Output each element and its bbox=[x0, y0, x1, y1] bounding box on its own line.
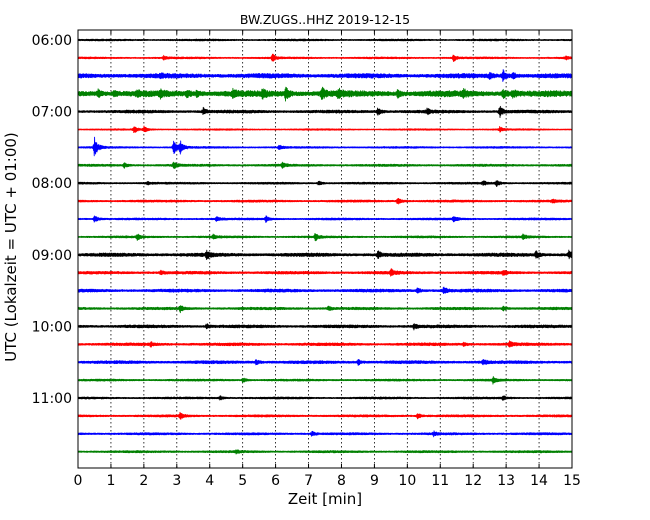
grid-lines bbox=[110, 30, 540, 468]
trace-0630 bbox=[77, 69, 573, 82]
trace-1030 bbox=[77, 358, 573, 366]
trace-0915 bbox=[77, 268, 573, 277]
trace-1045 bbox=[77, 376, 573, 385]
x-tick-label: 13 bbox=[497, 473, 515, 489]
x-tick-label: 3 bbox=[172, 473, 181, 489]
x-tick-label: 7 bbox=[304, 473, 313, 489]
y-tick-label: 11:00 bbox=[32, 391, 72, 407]
chart-title: BW.ZUGS..HHZ 2019-12-15 bbox=[240, 12, 410, 27]
trace-0945 bbox=[77, 305, 573, 314]
trace-1115 bbox=[77, 411, 573, 420]
x-tick-label: 2 bbox=[139, 473, 148, 489]
trace-0830 bbox=[77, 215, 573, 223]
x-tick-label: 9 bbox=[370, 473, 379, 489]
x-tick-label: 4 bbox=[205, 473, 214, 489]
trace-1130 bbox=[77, 430, 573, 438]
x-tick-label: 15 bbox=[563, 473, 581, 489]
y-tick-label: 10:00 bbox=[32, 319, 72, 335]
trace-0715 bbox=[77, 125, 573, 134]
y-axis-label: UTC (Lokalzeit = UTC + 01:00) bbox=[2, 132, 20, 362]
x-tick-label: 1 bbox=[106, 473, 115, 489]
y-axis-ticks: 06:00 07:00 08:00 09:00 10:00 11:00 bbox=[32, 33, 572, 407]
y-tick-label: 07:00 bbox=[32, 105, 72, 121]
x-axis-ticks: 0 1 2 3 4 5 6 7 8 9 10 11 12 13 14 15 bbox=[74, 30, 581, 489]
trace-0615 bbox=[77, 53, 573, 62]
x-tick-label: 8 bbox=[337, 473, 346, 489]
trace-1100 bbox=[77, 395, 573, 401]
x-tick-label: 6 bbox=[271, 473, 280, 489]
x-tick-label: 0 bbox=[74, 473, 83, 489]
trace-0730 bbox=[77, 136, 573, 157]
trace-0800 bbox=[77, 180, 573, 187]
trace-1145 bbox=[77, 449, 573, 455]
trace-0700 bbox=[77, 105, 573, 118]
y-tick-label: 08:00 bbox=[32, 176, 72, 192]
y-tick-label: 06:00 bbox=[32, 33, 72, 49]
trace-0745 bbox=[77, 161, 573, 169]
x-tick-label: 12 bbox=[464, 473, 482, 489]
plot-frame bbox=[77, 29, 573, 469]
seismic-traces bbox=[77, 38, 573, 455]
x-tick-label: 10 bbox=[398, 473, 416, 489]
x-tick-label: 14 bbox=[530, 473, 548, 489]
trace-0645 bbox=[77, 86, 573, 102]
trace-0930 bbox=[77, 286, 573, 295]
trace-0815 bbox=[77, 198, 573, 205]
trace-1000 bbox=[77, 323, 573, 331]
y-tick-label: 09:00 bbox=[32, 248, 72, 264]
trace-0900 bbox=[77, 249, 573, 260]
trace-1015 bbox=[77, 340, 573, 348]
x-tick-label: 5 bbox=[238, 473, 247, 489]
trace-0600 bbox=[77, 38, 573, 42]
x-tick-label: 11 bbox=[431, 473, 449, 489]
trace-0845 bbox=[77, 233, 573, 242]
x-axis-label: Zeit [min] bbox=[288, 490, 362, 508]
